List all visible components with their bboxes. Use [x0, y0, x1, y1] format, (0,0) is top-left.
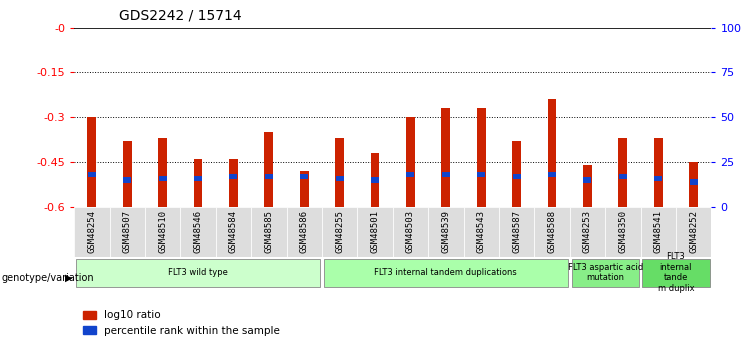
Text: ▶: ▶: [65, 273, 73, 283]
Text: FLT3 internal tandem duplications: FLT3 internal tandem duplications: [374, 268, 517, 277]
Bar: [123, 141, 132, 207]
Text: GSM48584: GSM48584: [229, 209, 238, 253]
Text: GSM48588: GSM48588: [548, 209, 556, 253]
Text: GSM48350: GSM48350: [618, 209, 628, 253]
Bar: [570, 207, 605, 257]
Text: FLT3 wild type: FLT3 wild type: [168, 268, 228, 277]
Legend: log10 ratio, percentile rank within the sample: log10 ratio, percentile rank within the …: [79, 306, 285, 340]
Bar: [676, 207, 711, 257]
Bar: [654, 138, 662, 207]
Bar: [428, 207, 464, 257]
Bar: [619, 174, 627, 179]
Bar: [534, 207, 570, 257]
Bar: [370, 153, 379, 207]
Bar: [499, 207, 534, 257]
Text: GSM48541: GSM48541: [654, 209, 662, 253]
Bar: [88, 172, 96, 177]
Bar: [477, 172, 485, 177]
Bar: [76, 259, 320, 286]
Bar: [442, 108, 451, 207]
Bar: [123, 177, 131, 183]
Text: genotype/variation: genotype/variation: [1, 273, 94, 283]
Bar: [407, 172, 414, 177]
Bar: [512, 141, 521, 207]
Bar: [583, 177, 591, 183]
Bar: [476, 108, 485, 207]
Bar: [371, 177, 379, 183]
Bar: [406, 117, 415, 207]
Bar: [110, 207, 145, 257]
Bar: [690, 179, 697, 185]
Bar: [642, 259, 710, 286]
Text: GDS2242 / 15714: GDS2242 / 15714: [119, 9, 241, 23]
Text: GSM48503: GSM48503: [406, 209, 415, 253]
Bar: [251, 207, 287, 257]
Bar: [216, 207, 251, 257]
Text: GSM48507: GSM48507: [123, 209, 132, 253]
Bar: [571, 259, 639, 286]
Text: GSM48539: GSM48539: [442, 209, 451, 253]
Bar: [193, 159, 202, 207]
Bar: [336, 176, 344, 181]
Bar: [322, 207, 357, 257]
Text: GSM48252: GSM48252: [689, 209, 698, 253]
Bar: [180, 207, 216, 257]
Bar: [464, 207, 499, 257]
Bar: [74, 207, 110, 257]
Text: GSM48543: GSM48543: [476, 209, 486, 253]
Text: GSM48586: GSM48586: [299, 209, 309, 253]
Text: FLT3
internal
tande
m duplix: FLT3 internal tande m duplix: [658, 253, 694, 293]
Bar: [605, 207, 640, 257]
Bar: [335, 138, 344, 207]
Bar: [265, 174, 273, 179]
Text: GSM48510: GSM48510: [158, 209, 167, 253]
Text: GSM48587: GSM48587: [512, 209, 521, 253]
Bar: [159, 176, 167, 181]
Bar: [654, 176, 662, 181]
Bar: [583, 165, 592, 207]
Text: GSM48254: GSM48254: [87, 209, 96, 253]
Bar: [287, 207, 322, 257]
Bar: [230, 174, 237, 179]
Bar: [548, 172, 556, 177]
Bar: [442, 172, 450, 177]
Bar: [324, 259, 568, 286]
Bar: [300, 174, 308, 179]
Bar: [194, 176, 202, 181]
Bar: [640, 207, 676, 257]
Bar: [619, 138, 628, 207]
Bar: [229, 159, 238, 207]
Bar: [357, 207, 393, 257]
Text: GSM48546: GSM48546: [193, 209, 202, 253]
Bar: [300, 171, 309, 207]
Bar: [513, 174, 521, 179]
Bar: [87, 117, 96, 207]
Bar: [158, 138, 167, 207]
Bar: [689, 162, 698, 207]
Bar: [548, 99, 556, 207]
Text: FLT3 aspartic acid
mutation: FLT3 aspartic acid mutation: [568, 263, 642, 282]
Text: GSM48501: GSM48501: [370, 209, 379, 253]
Text: GSM48253: GSM48253: [583, 209, 592, 253]
Text: GSM48585: GSM48585: [265, 209, 273, 253]
Bar: [393, 207, 428, 257]
Text: GSM48255: GSM48255: [335, 209, 344, 253]
Bar: [145, 207, 180, 257]
Bar: [265, 132, 273, 207]
